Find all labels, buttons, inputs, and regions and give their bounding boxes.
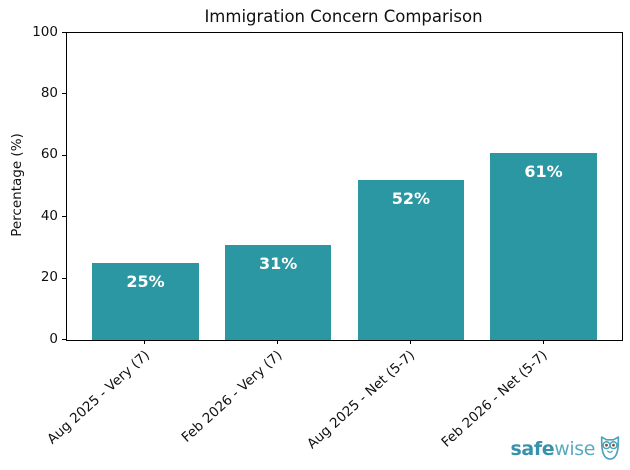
- bar-value-label: 52%: [391, 189, 430, 209]
- bar: 52%: [357, 180, 464, 340]
- bar-value-label: 31%: [259, 253, 298, 273]
- y-tick-mark: [62, 32, 66, 33]
- x-tick-label: Aug 2025 - Net (5-7): [303, 347, 418, 453]
- bar-value-label: 25%: [126, 272, 165, 292]
- safewise-logo: safewise: [511, 434, 623, 465]
- y-tick-mark: [62, 154, 66, 156]
- y-tick-mark: [62, 216, 66, 218]
- y-tick-label: 0: [49, 330, 58, 347]
- x-tick-label: Aug 2025 - Very (7): [43, 347, 153, 448]
- y-tick-label: 80: [40, 84, 58, 101]
- plot-area: 25% 31% 52% 61%: [66, 32, 623, 341]
- owl-icon: [598, 434, 622, 465]
- x-tick-mark: [277, 340, 279, 344]
- bar: 61%: [490, 152, 597, 340]
- logo-text: safewise: [511, 440, 596, 459]
- x-tick-label: Feb 2026 - Very (7): [178, 347, 286, 446]
- x-tick-mark: [144, 340, 146, 344]
- x-tick-mark: [542, 340, 544, 344]
- y-tick-mark: [62, 339, 66, 340]
- chart-title: Immigration Concern Comparison: [204, 7, 483, 26]
- bar: 25%: [92, 263, 199, 340]
- bar-value-label: 61%: [524, 161, 563, 181]
- y-tick-label: 20: [40, 269, 58, 286]
- y-tick-mark: [62, 93, 66, 95]
- logo-text-wise: wise: [554, 438, 595, 460]
- y-tick-label: 40: [40, 207, 58, 224]
- x-tick-mark: [409, 340, 411, 344]
- y-tick-label: 100: [32, 23, 58, 40]
- logo-text-safe: safe: [510, 438, 555, 460]
- bar: 31%: [225, 244, 332, 340]
- y-tick-label: 60: [40, 146, 58, 163]
- y-tick-mark: [62, 277, 66, 279]
